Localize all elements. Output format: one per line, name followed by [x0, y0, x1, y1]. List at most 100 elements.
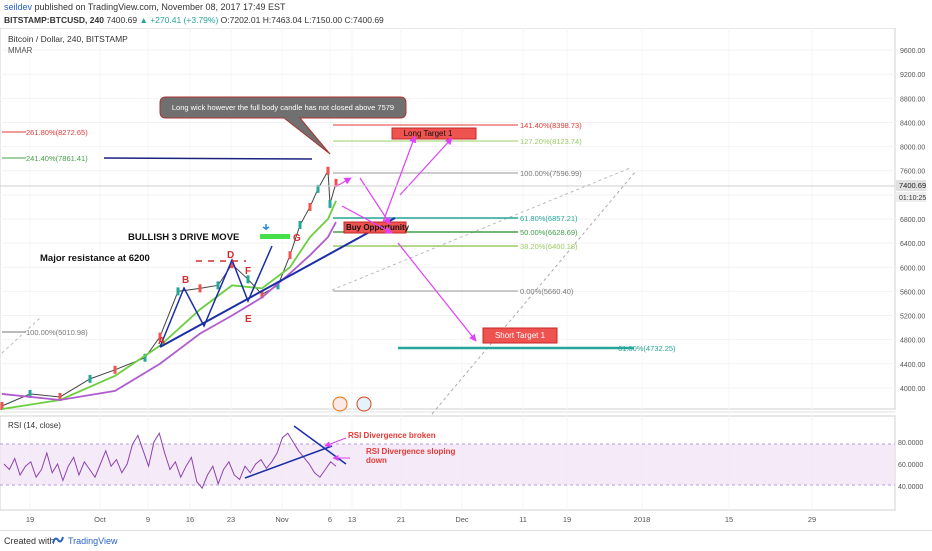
point-d: D — [227, 250, 234, 261]
bullish-label: BULLISH 3 DRIVE MOVE — [128, 232, 239, 243]
price-tick: 8800.00 — [900, 96, 925, 103]
chart-area[interactable]: 9600.00 9200.00 8800.00 8400.00 8000.00 7600.… — [0, 27, 932, 530]
time-tick: 2018 — [634, 515, 651, 524]
time-tick: 29 — [808, 515, 816, 524]
created-with: Created with — [4, 536, 55, 546]
indicator-label: MMAR — [8, 46, 33, 55]
publish-text: published on TradingView.com, November 0… — [32, 2, 286, 12]
close-value: C:7400.69 — [344, 15, 384, 25]
price-tick: 5600.00 — [900, 289, 925, 296]
rsi-title: RSI (14, close) — [8, 421, 61, 430]
time-tick: Oct — [94, 515, 107, 524]
time-tick: 11 — [519, 515, 527, 524]
fib-right-label: 0.00%(5660.40) — [520, 287, 574, 296]
candle — [308, 202, 312, 211]
fib-right-labels: 141.40%(8398.73) 127.20%(8123.74) 100.00%(… — [520, 121, 676, 353]
publish-header: seildev published on TradingView.com, No… — [0, 0, 932, 28]
point-f: F — [245, 266, 251, 277]
high-value: H:7463.04 — [262, 15, 302, 25]
fib-left-labels: 261.80%(8272.65) 241.40%(7861.41) 100.00%(… — [2, 128, 88, 337]
last-price: 7400.69 — [106, 15, 138, 25]
time-tick: 15 — [725, 515, 733, 524]
buy-box — [343, 221, 407, 234]
price-tick: 6400.00 — [900, 241, 925, 248]
candle — [176, 287, 180, 296]
symbol-label: BITSTAMP:BTCUSD, 240 — [4, 15, 104, 25]
ohlc-line: BITSTAMP:BTCUSD, 240 7400.69 ▲ +270.41 (… — [4, 15, 384, 25]
rsi-axis: 80.0000 60.0000 40.0000 — [898, 440, 923, 491]
blue-arrow-icon — [262, 224, 270, 231]
tradingview-logo-icon — [52, 536, 64, 544]
rsi-broken-label: RSI Divergence broken — [348, 431, 436, 440]
long-target-label: Long Target 1 — [404, 129, 453, 138]
candle — [143, 353, 147, 362]
fib-left-label: 100.00%(5010.98) — [26, 328, 88, 337]
price-tick: 7600.00 — [900, 169, 925, 176]
fib-right-label: 100.00%(7596.99) — [520, 169, 582, 178]
time-tick: Nov — [275, 515, 289, 524]
candle — [276, 281, 280, 290]
rsi-sloping-label-1: RSI Divergence sloping — [366, 447, 455, 456]
candle — [198, 284, 202, 293]
time-tick: 19 — [563, 515, 571, 524]
event-icon-1[interactable] — [332, 396, 348, 412]
trendline-support — [159, 217, 396, 348]
candle — [298, 221, 302, 230]
candle — [0, 402, 4, 410]
candle — [326, 166, 330, 175]
fib-right-label: 127.20%(8123.74) — [520, 137, 582, 146]
price-tick: 9200.00 — [900, 72, 925, 79]
time-badge — [896, 192, 926, 202]
time-badge-text: 01:10:25 — [899, 195, 926, 202]
candle — [58, 392, 62, 401]
candle — [158, 332, 162, 341]
candle — [328, 199, 332, 208]
price-axis: 9600.00 9200.00 8800.00 8400.00 8000.00 7600.… — [900, 48, 925, 393]
footer: Created with TradingView — [0, 530, 932, 551]
arrow-6 — [397, 242, 477, 342]
fib-right-label: 141.40%(8398.73) — [520, 121, 582, 130]
resistance-label: Major resistance at 6200 — [40, 253, 150, 264]
fib-right-label: 61.80%(6857.21) — [520, 214, 578, 223]
short-target-box — [482, 327, 558, 344]
time-tick: 19 — [26, 515, 34, 524]
candle — [230, 260, 234, 269]
fib-left-label: 241.40%(7861.41) — [26, 154, 88, 163]
candle — [28, 389, 32, 398]
price-tick: 4400.00 — [900, 362, 925, 369]
rsi-divergence-broken-line — [244, 445, 333, 479]
series-1 — [1, 200, 337, 410]
price-tick: 9600.00 — [900, 48, 925, 55]
time-tick: 16 — [186, 515, 194, 524]
arrow-5 — [341, 205, 393, 234]
rsi-sloping-label-2: down — [366, 456, 387, 465]
long-target-box — [391, 127, 477, 140]
candle — [246, 275, 250, 284]
candle — [316, 184, 320, 193]
candle — [88, 374, 92, 383]
chart-svg[interactable]: 9600.00 9200.00 8800.00 8400.00 8000.00 7600.… — [0, 27, 932, 530]
price-series — [0, 166, 338, 410]
candle — [260, 290, 264, 299]
fib-right-label: 61.80%(4732.25) — [618, 344, 676, 353]
time-tick: 6 — [328, 515, 332, 524]
drive-pattern — [159, 245, 273, 348]
short-target-label: Short Target 1 — [495, 331, 546, 340]
callout-bubble — [159, 96, 407, 155]
price-badge — [896, 180, 926, 191]
change-value: ▲ +270.41 (+3.79%) — [139, 15, 219, 25]
blue-level-line — [103, 157, 313, 160]
event-icon-2[interactable] — [356, 396, 372, 412]
dashed-guide-lower — [431, 170, 637, 415]
tradingview-link[interactable]: TradingView — [68, 536, 118, 546]
author-link[interactable]: seildev — [4, 2, 33, 12]
point-a: A — [158, 336, 165, 347]
time-axis: 19 Oct 9 16 23 Nov 6 13 21 Dec 11 19 2018 15 29 — [26, 515, 816, 524]
green-marker — [260, 234, 290, 239]
projection-arrows — [334, 135, 477, 342]
open-value: O:7202.01 — [220, 15, 261, 25]
candle — [113, 365, 117, 374]
time-tick: 13 — [348, 515, 356, 524]
fib-right-label: 38.20%(6400.18) — [520, 242, 578, 251]
price-tick: 8400.00 — [900, 120, 925, 127]
